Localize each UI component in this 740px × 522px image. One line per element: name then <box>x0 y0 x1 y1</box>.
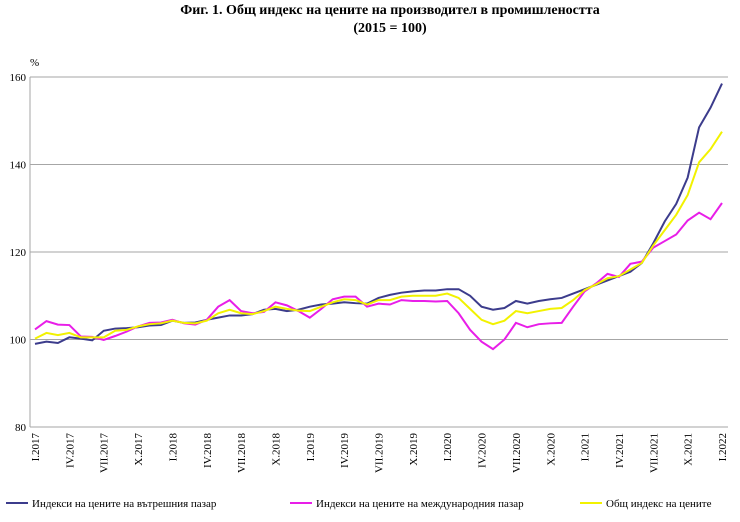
series-line <box>34 83 723 345</box>
x-tick-label: I.2021 <box>580 433 592 461</box>
y-tick-label: 100 <box>10 335 27 347</box>
x-tick-label: I.2022 <box>717 433 729 461</box>
x-tick-label: IV.2017 <box>64 433 76 468</box>
x-tick-label: I.2019 <box>305 433 317 462</box>
x-tick-label: VII.2017 <box>99 433 111 474</box>
x-tick-label: IV.2019 <box>339 433 351 468</box>
x-tick-label: X.2021 <box>683 433 695 466</box>
series-line <box>34 202 723 351</box>
x-tick-label: X.2020 <box>545 433 557 466</box>
x-tick-label: I.2020 <box>442 433 454 462</box>
x-tick-label: X.2018 <box>270 433 282 466</box>
x-tick-label: IV.2021 <box>614 433 626 468</box>
x-tick-label: I.2017 <box>30 433 42 462</box>
x-tick-label: VII.2020 <box>511 433 523 474</box>
y-tick-label: 140 <box>10 160 27 172</box>
chart-title: Фиг. 1. Общ индекс на цените на производ… <box>180 3 600 18</box>
x-tick-label: X.2017 <box>133 433 145 466</box>
x-tick-label: IV.2018 <box>202 433 214 468</box>
legend-label: Индекси на цените на международния пазар <box>316 498 524 510</box>
x-tick-label: VII.2021 <box>648 433 660 473</box>
chart-subtitle: (2015 = 100) <box>353 21 427 36</box>
y-tick-label: 80 <box>15 422 27 434</box>
legend-label: Общ индекс на цените <box>606 498 712 510</box>
y-tick-label: 160 <box>10 72 27 84</box>
x-tick-label: VII.2019 <box>374 433 386 474</box>
x-tick-label: I.2018 <box>167 433 179 462</box>
y-axis-label: % <box>30 57 39 69</box>
x-tick-label: X.2019 <box>408 433 420 466</box>
x-tick-label: VII.2018 <box>236 433 248 474</box>
series-line <box>34 131 723 340</box>
legend-label: Индекси на цените на вътрешния пазар <box>32 498 217 510</box>
x-tick-label: IV.2020 <box>477 433 489 468</box>
y-tick-label: 120 <box>10 247 27 259</box>
